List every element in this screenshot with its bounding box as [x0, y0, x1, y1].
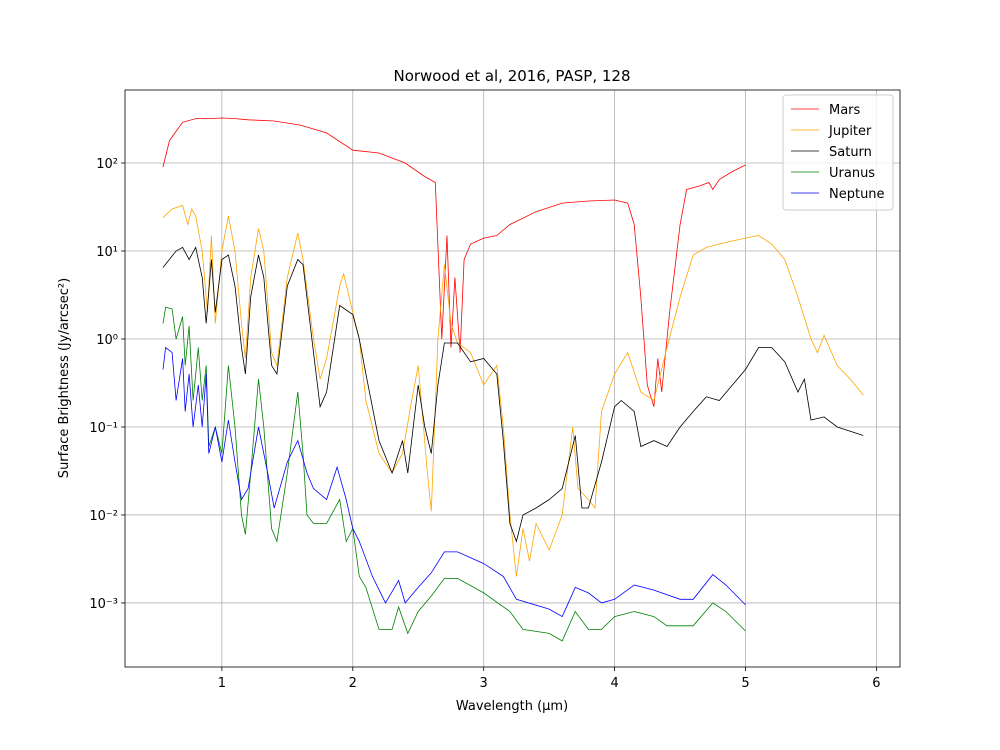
y-tick-label: 10²	[96, 157, 118, 172]
y-tick-label: 10⁻²	[89, 509, 118, 524]
x-tick-label: 1	[218, 676, 226, 691]
chart-title: Norwood et al, 2016, PASP, 128	[393, 67, 630, 85]
legend-label: Jupiter	[828, 124, 872, 139]
legend: Mars Jupiter Saturn Uranus Neptune	[782, 94, 894, 211]
legend-label: Neptune	[829, 187, 885, 202]
x-tick-label: 2	[349, 676, 357, 691]
x-tick-label: 5	[741, 676, 749, 691]
x-axis-label: Wavelength (μm)	[456, 699, 568, 714]
data-line	[162, 246, 864, 543]
legend-box	[782, 94, 894, 211]
legend-label: Mars	[829, 103, 861, 118]
x-tick-label: 3	[480, 676, 488, 691]
y-tick-label: 10⁻¹	[89, 421, 118, 436]
y-axis-label: Surface Brightness (Jy/arcsec²)	[57, 278, 72, 478]
y-tick-label: 10¹	[96, 245, 118, 260]
y-tick-label: 10⁰	[96, 333, 118, 348]
data-line	[162, 204, 864, 577]
y-tick-label: 10⁻³	[89, 597, 118, 612]
x-tick-label: 6	[872, 676, 880, 691]
x-tick-label: 4	[610, 676, 618, 691]
legend-label: Saturn	[829, 145, 872, 160]
data-line	[162, 346, 746, 618]
legend-label: Uranus	[829, 166, 875, 181]
data-line	[162, 306, 746, 642]
plot-frame	[124, 89, 901, 668]
data-line	[162, 117, 746, 407]
